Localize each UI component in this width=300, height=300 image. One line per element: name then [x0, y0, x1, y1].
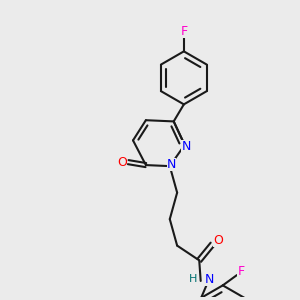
Text: N: N	[167, 158, 176, 171]
Text: F: F	[238, 265, 244, 278]
Text: O: O	[213, 234, 223, 247]
Text: H: H	[189, 274, 197, 284]
Text: N: N	[182, 140, 191, 153]
Text: O: O	[117, 156, 127, 169]
Text: N: N	[204, 273, 214, 286]
Text: F: F	[180, 25, 188, 38]
